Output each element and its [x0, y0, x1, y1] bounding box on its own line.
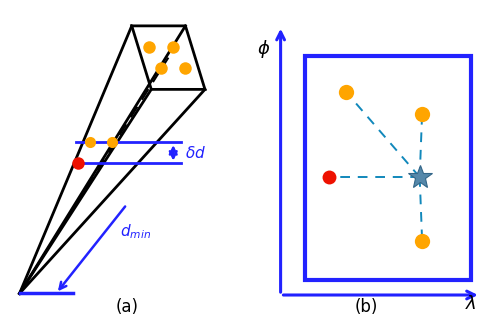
Text: $\phi$: $\phi$	[257, 38, 270, 60]
Text: (a): (a)	[115, 298, 139, 316]
Text: (b): (b)	[354, 298, 378, 316]
Text: $\lambda$: $\lambda$	[465, 295, 477, 313]
Text: $d_{min}$: $d_{min}$	[120, 222, 151, 241]
Bar	[305, 56, 471, 280]
Text: $\delta d$: $\delta d$	[185, 145, 206, 161]
